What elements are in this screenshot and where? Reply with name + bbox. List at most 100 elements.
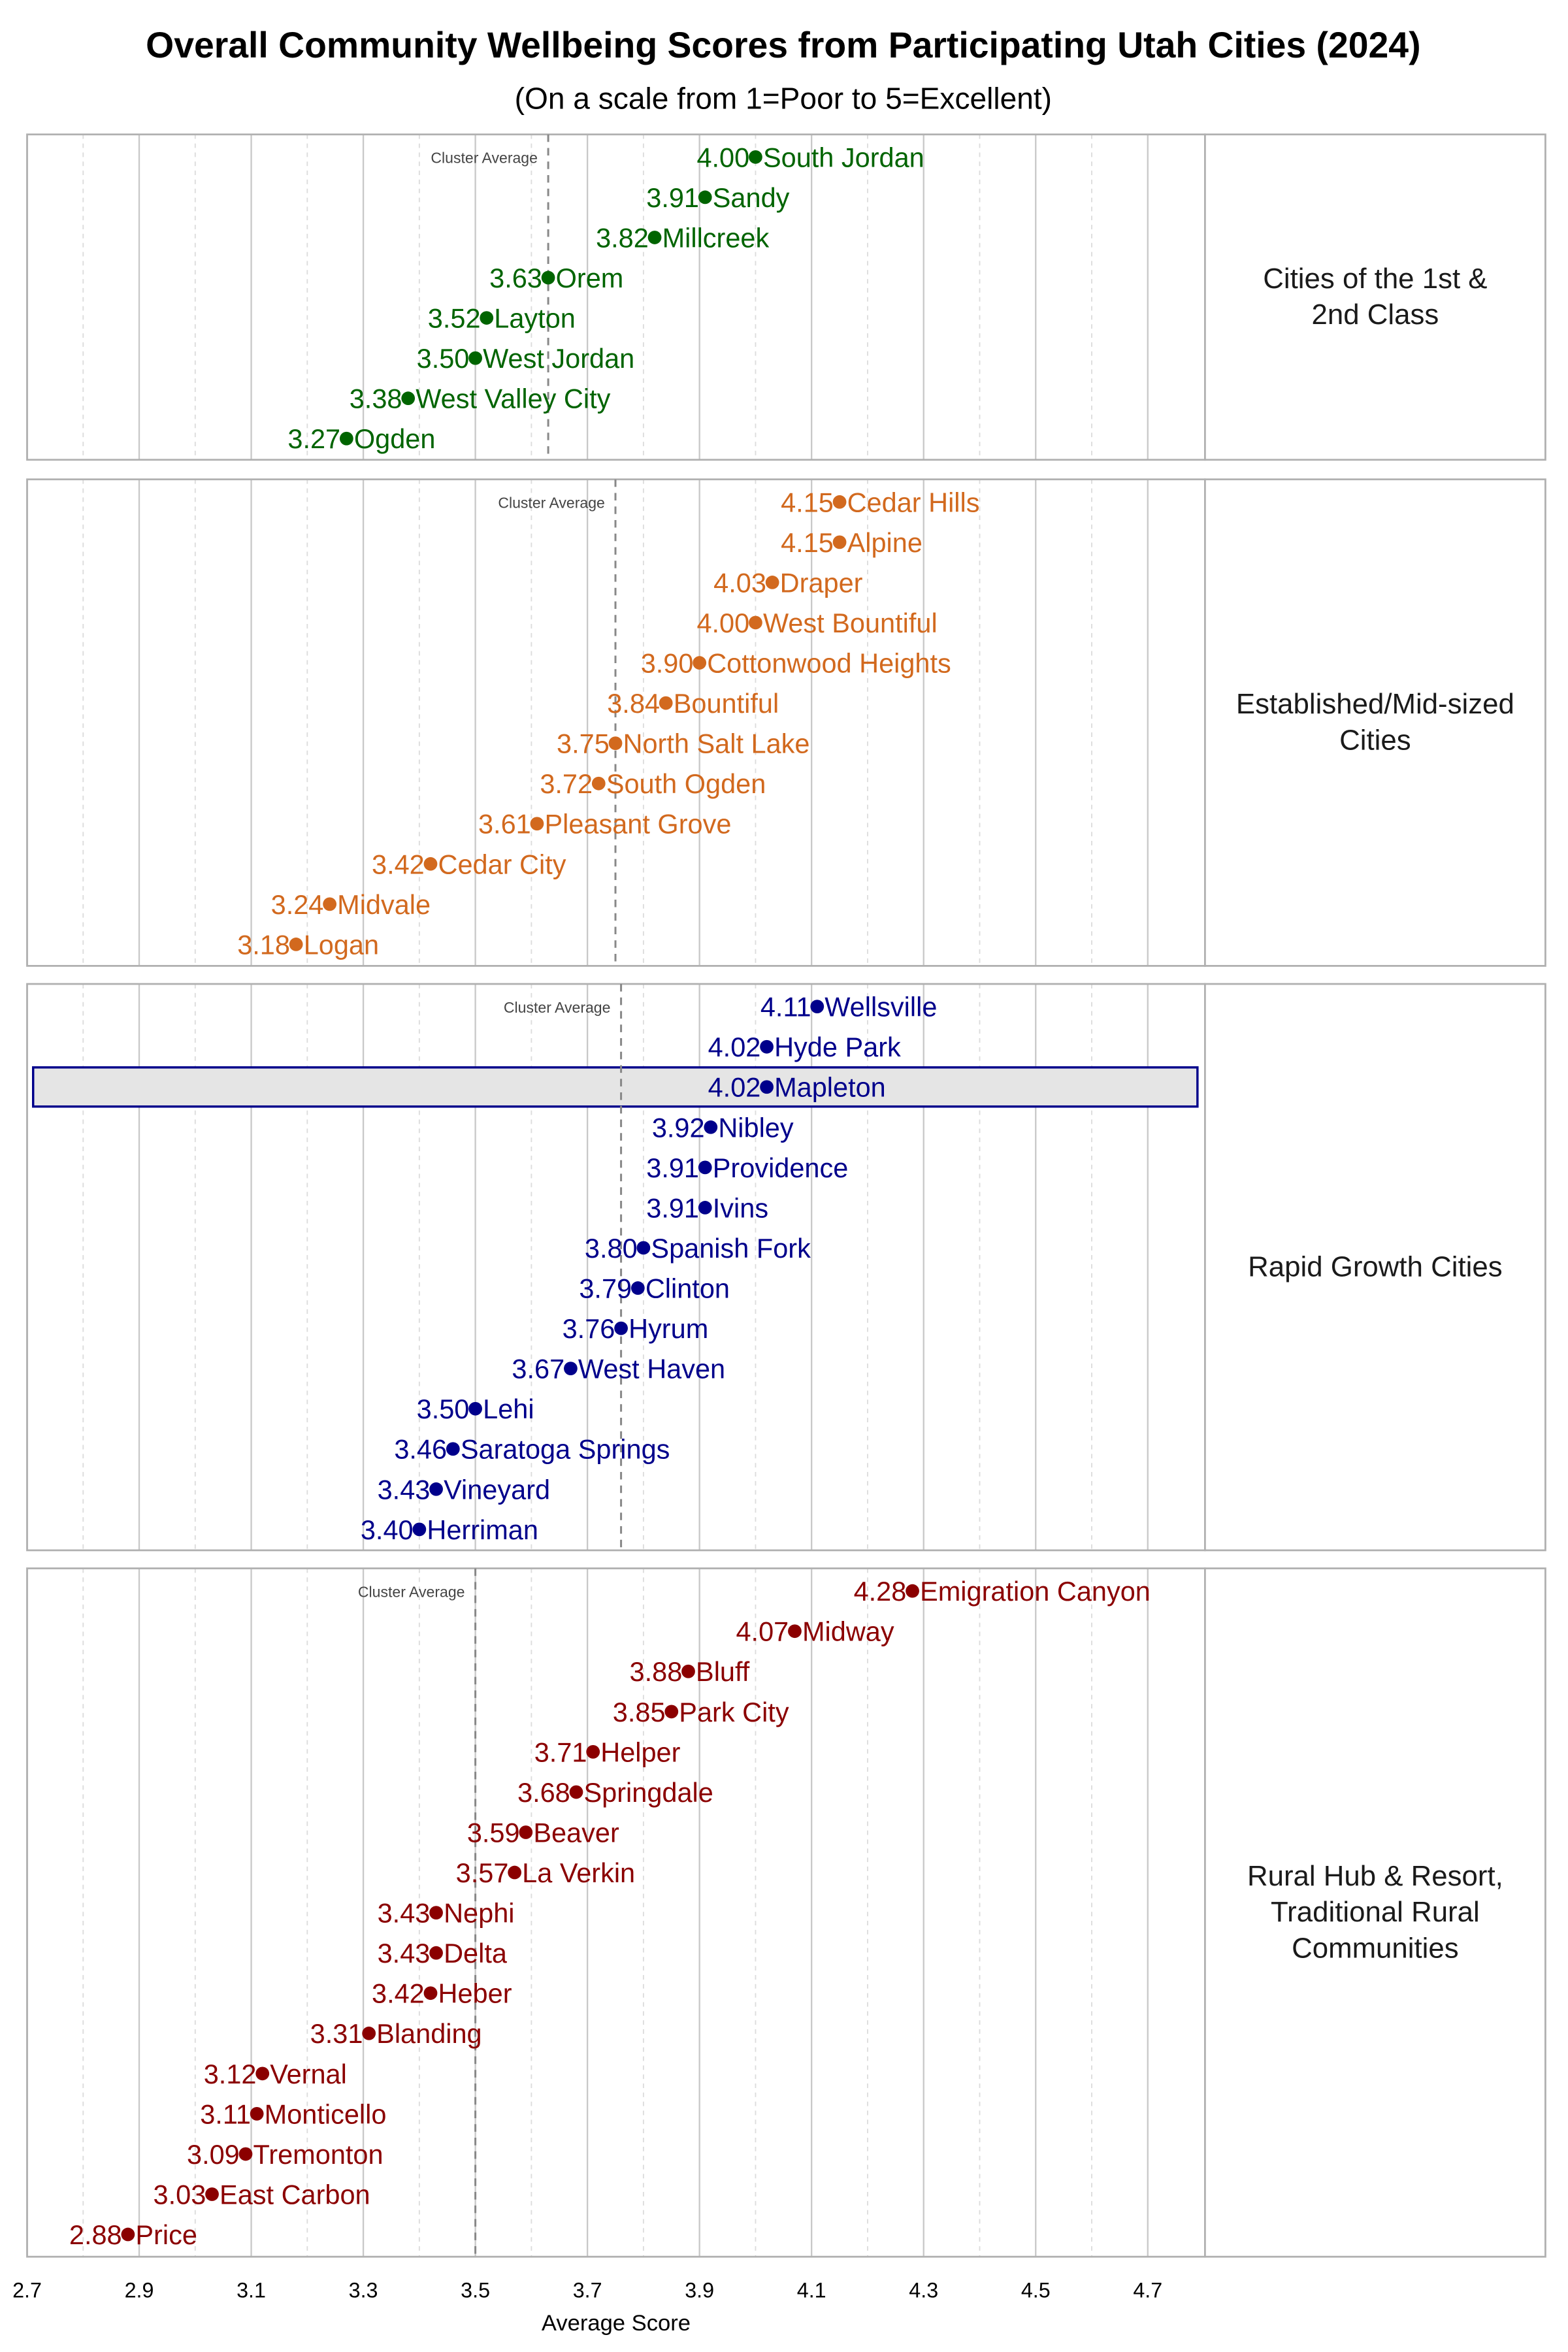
data-point <box>614 1321 628 1335</box>
strip-label: Traditional Rural <box>1271 1896 1480 1928</box>
strip-label: Rapid Growth Cities <box>1248 1250 1502 1282</box>
value-label: 3.18 <box>237 929 290 960</box>
value-label: 3.88 <box>630 1656 683 1687</box>
value-label: 3.76 <box>563 1313 615 1344</box>
city-label: Price <box>135 2219 197 2250</box>
data-point <box>412 1522 427 1537</box>
city-label: Ogden <box>354 423 436 454</box>
city-label: Helper <box>600 1737 680 1767</box>
data-point <box>205 2187 219 2201</box>
city-label: Cottonwood Heights <box>707 648 951 679</box>
city-label: North Salt Lake <box>623 728 810 759</box>
x-tick-label: 4.5 <box>1021 2278 1051 2302</box>
value-label: 3.43 <box>378 1898 431 1929</box>
strip-box <box>1203 133 1546 461</box>
value-label: 4.07 <box>736 1616 789 1647</box>
city-label: La Verkin <box>522 1857 635 1888</box>
city-label: West Bountiful <box>763 608 938 638</box>
city-label: Lehi <box>483 1394 534 1424</box>
city-label: Orem <box>556 263 624 293</box>
city-label: Millcreek <box>662 222 770 253</box>
data-point <box>630 1281 645 1295</box>
x-tick-label: 3.5 <box>461 2278 490 2302</box>
value-label: 3.85 <box>613 1697 666 1727</box>
data-point <box>591 776 606 791</box>
data-point <box>681 1664 695 1678</box>
data-point <box>238 2147 253 2161</box>
city-label: Hyde Park <box>774 1032 901 1062</box>
panel-border <box>26 133 1206 461</box>
city-label: West Valley City <box>416 384 610 414</box>
data-point <box>765 576 779 589</box>
data-point <box>323 897 336 911</box>
data-point <box>121 2227 135 2242</box>
data-point <box>636 1241 651 1255</box>
panel: Rural Hub & Resort, Traditional Rural Comm… <box>26 1567 1546 2258</box>
city-label: Delta <box>444 1938 508 1968</box>
city-label: South Ogden <box>606 768 766 799</box>
value-label: 2.88 <box>69 2219 122 2250</box>
panel: Rapid Growth Cities Cluster Average 4.11 We… <box>26 983 1546 1552</box>
value-label: 3.84 <box>607 688 660 719</box>
value-label: 3.57 <box>456 1857 509 1888</box>
data-point <box>698 1160 712 1175</box>
data-point <box>564 1362 578 1376</box>
value-label: 3.31 <box>310 2018 363 2049</box>
value-label: 3.90 <box>641 648 694 679</box>
value-label: 3.67 <box>512 1354 564 1384</box>
x-tick-label: 4.7 <box>1133 2278 1162 2302</box>
data-point <box>446 1442 460 1456</box>
value-label: 3.92 <box>652 1112 705 1143</box>
cluster-average-label: Cluster Average <box>431 150 538 167</box>
data-point <box>401 391 416 406</box>
chart-subtitle: (On a scale from 1=Poor to 5=Excellent) <box>515 82 1052 116</box>
data-point <box>423 1986 438 2001</box>
strip-label: 2nd Class <box>1312 299 1439 331</box>
value-label: 4.03 <box>713 567 766 598</box>
data-point <box>788 1624 802 1639</box>
city-label: Layton <box>494 303 576 334</box>
data-point <box>468 351 482 365</box>
data-point <box>647 231 662 244</box>
data-point <box>289 938 303 951</box>
panels: Cities of the 1st & 2nd Class Cluster Aver… <box>26 133 1546 2258</box>
city-label: Cedar City <box>438 849 566 879</box>
value-label: 3.72 <box>540 768 593 799</box>
city-label: Midway <box>802 1616 894 1647</box>
city-label: Spanish Fork <box>651 1233 811 1264</box>
value-label: 3.43 <box>378 1474 431 1505</box>
value-label: 3.50 <box>417 1394 470 1424</box>
data-point <box>530 817 544 831</box>
value-label: 3.75 <box>557 728 610 759</box>
value-label: 3.68 <box>517 1777 570 1808</box>
strip-box <box>1203 983 1546 1552</box>
city-label: Nibley <box>718 1112 794 1143</box>
value-label: 4.02 <box>708 1072 761 1103</box>
data-point <box>255 2066 270 2081</box>
x-axis: 2.7 2.9 3.1 3.3 3.5 3.7 3.9 4.1 4.3 4.5 4.7 <box>12 2278 1162 2302</box>
value-label: 3.42 <box>372 1978 425 2009</box>
value-label: 3.50 <box>417 343 470 374</box>
city-label: Mapleton <box>774 1072 886 1103</box>
city-label: Hyrum <box>629 1313 708 1344</box>
value-label: 3.91 <box>646 182 699 213</box>
city-label: Clinton <box>645 1273 730 1304</box>
data-point <box>362 2026 376 2040</box>
city-label: Bountiful <box>674 688 779 719</box>
city-label: Cedar Hills <box>847 487 980 517</box>
city-label: Draper <box>780 567 863 598</box>
data-point <box>519 1825 533 1839</box>
data-point <box>698 190 712 204</box>
value-label: 3.80 <box>585 1233 638 1264</box>
value-label: 4.28 <box>854 1576 907 1607</box>
value-label: 3.52 <box>428 303 481 334</box>
city-label: Herriman <box>427 1514 538 1545</box>
data-point <box>429 1946 443 1960</box>
strip-label: Rural Hub & Resort, <box>1247 1860 1503 1892</box>
data-point <box>693 656 707 670</box>
value-label: 3.38 <box>350 384 402 414</box>
data-point <box>659 696 673 710</box>
value-label: 3.91 <box>646 1152 699 1183</box>
panel: Established/Mid-sized Cities Cluster Avera… <box>26 478 1546 967</box>
